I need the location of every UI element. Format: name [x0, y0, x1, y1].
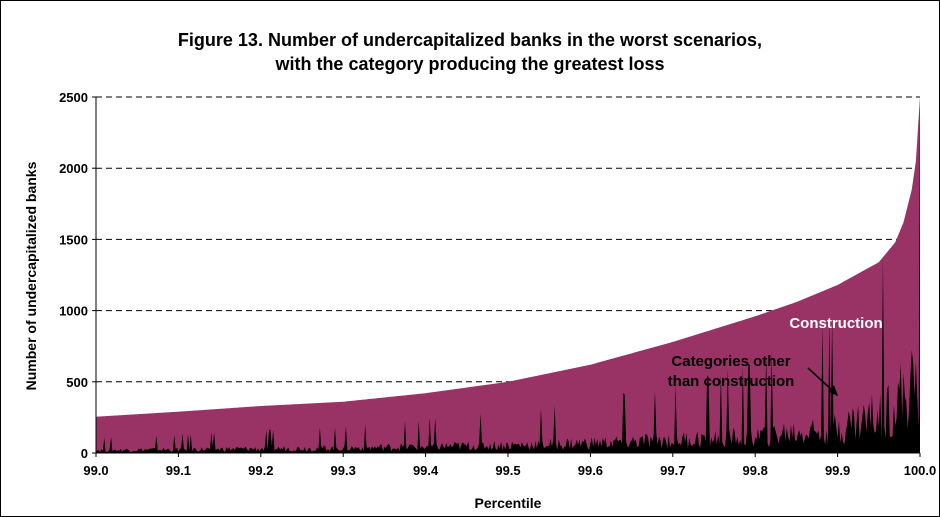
y-axis-title: Number of undercapitalized banks — [23, 161, 39, 390]
x-tick-label-4: 99.4 — [413, 463, 439, 478]
x-tick-label-10: 100.0 — [904, 463, 937, 478]
annotation-arrow-head — [828, 385, 838, 396]
annotation-arrow-line — [807, 367, 833, 391]
series-areas — [96, 97, 920, 453]
y-tick-label-4: 2000 — [59, 161, 88, 176]
annotation-other-line-1: Categories other — [671, 353, 790, 370]
x-tick-label-7: 99.7 — [660, 463, 685, 478]
x-tick-label-0: 99.0 — [83, 463, 108, 478]
x-tick-label-8: 99.8 — [743, 463, 768, 478]
chart-title-line-2: with the category producing the greatest… — [275, 54, 665, 74]
x-tick-label-5: 99.5 — [495, 463, 520, 478]
y-tick-label-0: 0 — [81, 446, 88, 461]
x-tick-label-6: 99.6 — [578, 463, 603, 478]
chart-title-line-1: Figure 13. Number of undercapitalized ba… — [177, 30, 763, 50]
y-tick-label-5: 2500 — [59, 90, 88, 105]
tick-labels: 0 500 1000 1500 2000 2500 99.0 99.1 99.2 99.3 99.4… — [59, 90, 936, 478]
x-tick-label-1: 99.1 — [166, 463, 191, 478]
series-area-0 — [96, 97, 920, 453]
y-tick-label-1: 500 — [66, 375, 88, 390]
annotation-construction: Construction — [789, 315, 882, 332]
axes — [92, 96, 921, 457]
annotation-other-line-2: than construction — [668, 373, 795, 390]
x-tick-label-3: 99.3 — [331, 463, 356, 478]
x-tick-label-2: 99.2 — [248, 463, 273, 478]
y-tick-label-2: 1000 — [59, 304, 88, 319]
y-tick-label-3: 1500 — [59, 232, 88, 247]
x-tick-label-9: 99.9 — [825, 463, 850, 478]
x-axis-title: Percentile — [475, 495, 542, 511]
